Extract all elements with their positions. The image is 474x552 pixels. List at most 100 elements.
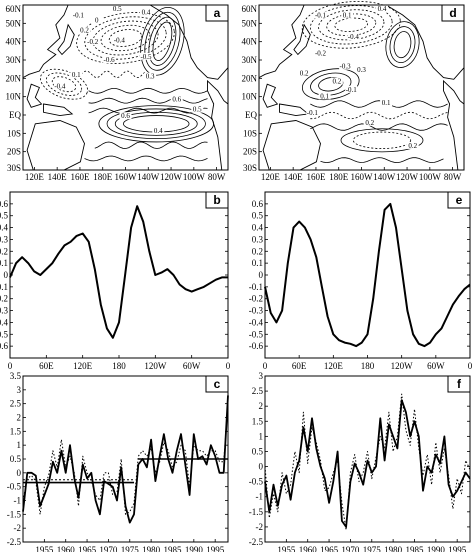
contour-label-bg bbox=[140, 52, 152, 60]
contour-positive bbox=[114, 111, 198, 136]
y-tick-label: 0.5 bbox=[252, 211, 264, 221]
coastline bbox=[262, 120, 321, 171]
x-tick-label: 120E bbox=[73, 361, 93, 371]
contour-label-bg bbox=[140, 8, 152, 16]
x-tick-label: 180E bbox=[329, 172, 349, 182]
y-tick-label: 1.5 bbox=[10, 426, 22, 436]
panel-label-box bbox=[447, 191, 471, 209]
y-tick-label: 50N bbox=[6, 18, 22, 28]
contour-negative bbox=[352, 131, 412, 149]
series-line bbox=[9, 205, 228, 339]
y-tick-label: 0 bbox=[4, 270, 9, 280]
contour-label-bg bbox=[347, 33, 360, 40]
contour-label-bg bbox=[90, 16, 103, 24]
contour-label: 0.5 bbox=[193, 106, 202, 114]
x-tick-label: 80W bbox=[444, 172, 462, 182]
y-tick-label: -2.5 bbox=[7, 537, 22, 547]
y-tick-label: EQ bbox=[9, 110, 21, 120]
y-tick-label: 2 bbox=[259, 401, 264, 411]
y-tick-label: 0.5 bbox=[252, 446, 264, 456]
x-tick-label: 1985 bbox=[163, 545, 182, 552]
y-tick-label: -0.5 bbox=[249, 329, 264, 339]
contour-label: -0.4 bbox=[348, 33, 360, 41]
contour-positive bbox=[98, 105, 215, 143]
contour-label-bg bbox=[191, 105, 204, 113]
contour-label: 0.4 bbox=[154, 127, 163, 135]
coastline bbox=[22, 4, 69, 79]
x-tick-label: 140E bbox=[48, 172, 68, 182]
contour-label-bg bbox=[345, 85, 358, 93]
contour-negative bbox=[45, 72, 83, 96]
coastline bbox=[57, 23, 75, 56]
panel-label: b bbox=[213, 193, 220, 207]
contour-positive bbox=[393, 31, 412, 59]
y-tick-label: -2 bbox=[256, 522, 264, 532]
x-tick-label: 1975 bbox=[121, 545, 140, 552]
contour-positive bbox=[88, 97, 208, 104]
y-tick-label: 0 bbox=[259, 462, 264, 472]
contour-label-bg bbox=[363, 118, 376, 126]
y-tick-label: 3 bbox=[17, 385, 22, 395]
y-tick-label: 60N bbox=[6, 4, 22, 14]
x-tick-label: 1985 bbox=[405, 545, 424, 552]
x-tick-label: 1955 bbox=[277, 545, 296, 552]
y-tick-label: 2 bbox=[17, 413, 22, 423]
coastline bbox=[26, 120, 85, 171]
contour-label-bg bbox=[53, 82, 66, 90]
contour-label-bg bbox=[72, 11, 85, 19]
contour-label-bg bbox=[318, 92, 331, 100]
contour-label-bg bbox=[152, 127, 165, 135]
y-tick-label: -1.5 bbox=[249, 507, 264, 517]
x-tick-label: 1960 bbox=[299, 545, 318, 552]
contour-label: -0.2 bbox=[87, 38, 99, 46]
line-panel-b: 0.6 0.5 0.40.3 0.2 0.1 0 -0.1 -0.2 -0.3-0.4 -0.5 -… bbox=[0, 191, 231, 371]
x-tick-label: 100W bbox=[183, 172, 206, 182]
x-tick-label: 120E bbox=[261, 172, 281, 182]
y-tick-label: -0.2 bbox=[249, 294, 263, 304]
y-tick-label: -0.2 bbox=[0, 294, 8, 304]
y-tick-label: 0.2 bbox=[252, 246, 263, 256]
y-tick-label: -0.3 bbox=[249, 306, 264, 316]
series-line-dotted bbox=[22, 403, 229, 515]
y-tick-label: 20N bbox=[6, 73, 22, 83]
y-tick-label: 3.5 bbox=[10, 371, 22, 381]
contour-positive bbox=[301, 68, 360, 101]
y-tick-label: -0.4 bbox=[249, 317, 264, 327]
contour-negative bbox=[84, 16, 167, 60]
y-tick-label: -0.1 bbox=[0, 282, 8, 292]
y-tick-label: 20S bbox=[7, 147, 21, 157]
contour-negative bbox=[318, 9, 385, 41]
contour-positive bbox=[310, 123, 448, 131]
x-tick-label: 100W bbox=[419, 172, 442, 182]
contour-positive bbox=[389, 26, 416, 64]
panel-label: d bbox=[449, 6, 456, 20]
y-tick-label: -2 bbox=[14, 523, 22, 533]
x-tick-label: 120W bbox=[160, 172, 183, 182]
contour-label: 0.1 bbox=[382, 99, 391, 107]
panel-label: e bbox=[456, 193, 463, 207]
y-tick-label: 60N bbox=[242, 4, 258, 14]
x-tick-label: 140W bbox=[137, 172, 160, 182]
contour-label: 0.2 bbox=[300, 69, 309, 77]
y-tick-label: 0.1 bbox=[0, 258, 8, 268]
y-tick-label: -1 bbox=[14, 496, 22, 506]
series-line bbox=[264, 399, 471, 528]
x-tick-label: 160E bbox=[70, 172, 90, 182]
contour-positive bbox=[144, 11, 181, 71]
coastline bbox=[279, 103, 310, 117]
y-tick-label: 0 bbox=[259, 270, 264, 280]
contour-label: -0.6 bbox=[104, 56, 116, 64]
contour-label: -0.1 bbox=[346, 86, 358, 94]
contour-label-bg bbox=[119, 112, 132, 120]
contour-label: 0.2 bbox=[408, 142, 417, 150]
line-panel-c: 3.5 3 2.5 2 1.5 1 0.5 0 -0.5 -1 -1.5 -2 -2.5 1955 1960… bbox=[7, 371, 229, 552]
contour-positive bbox=[310, 72, 352, 96]
contour-positive bbox=[340, 128, 424, 153]
x-tick-label: 140W bbox=[373, 172, 396, 182]
y-tick-label: 3 bbox=[259, 371, 264, 381]
y-tick-label: -0.5 bbox=[249, 477, 264, 487]
coastline bbox=[207, 79, 229, 171]
panel-label: a bbox=[214, 6, 221, 20]
contour-label-bg bbox=[355, 66, 368, 73]
contour-label: 0.3 bbox=[146, 73, 155, 81]
